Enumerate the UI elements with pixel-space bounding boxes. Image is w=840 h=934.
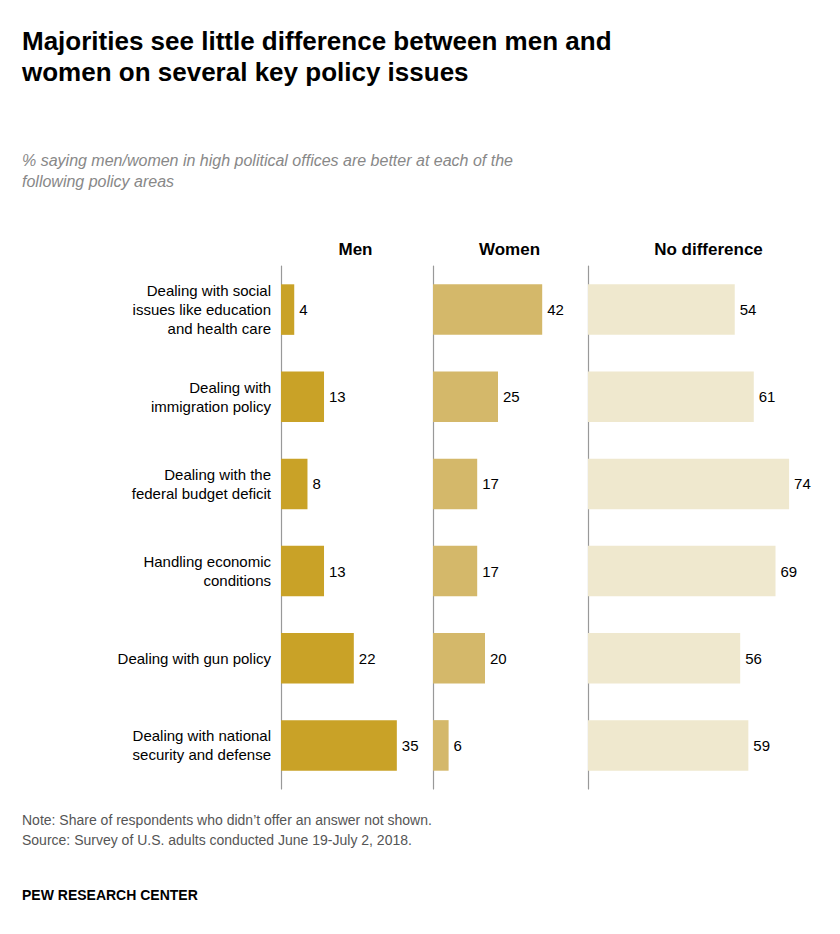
svg-text:Men: Men: [339, 240, 373, 259]
svg-text:17: 17: [482, 475, 499, 492]
svg-text:8: 8: [312, 475, 320, 492]
svg-text:Note: Share of respondents who: Note: Share of respondents who didn’t of…: [22, 812, 432, 828]
svg-text:42: 42: [547, 301, 564, 318]
svg-text:74: 74: [794, 475, 811, 492]
svg-text:56: 56: [745, 650, 762, 667]
svg-text:6: 6: [454, 737, 462, 754]
svg-text:PEW RESEARCH CENTER: PEW RESEARCH CENTER: [22, 887, 198, 903]
svg-text:following policy areas: following policy areas: [22, 173, 174, 190]
svg-text:Handling economic: Handling economic: [143, 553, 271, 570]
svg-text:Dealing with gun policy: Dealing with gun policy: [118, 650, 272, 667]
svg-text:and health care: and health care: [168, 320, 271, 337]
svg-text:conditions: conditions: [203, 572, 271, 589]
svg-text:No difference: No difference: [654, 240, 763, 259]
svg-text:security and defense: security and defense: [133, 746, 271, 763]
svg-text:Women: Women: [479, 240, 540, 259]
svg-text:Dealing with national: Dealing with national: [133, 727, 271, 744]
svg-text:59: 59: [753, 737, 770, 754]
svg-text:Dealing with: Dealing with: [189, 379, 271, 396]
svg-text:17: 17: [482, 563, 499, 580]
svg-text:issues like education: issues like education: [133, 301, 271, 318]
svg-text:69: 69: [781, 563, 798, 580]
svg-text:Dealing with the: Dealing with the: [164, 466, 271, 483]
svg-text:54: 54: [740, 301, 757, 318]
svg-text:13: 13: [329, 563, 346, 580]
svg-text:35: 35: [402, 737, 419, 754]
svg-text:22: 22: [359, 650, 376, 667]
svg-text:immigration policy: immigration policy: [151, 398, 272, 415]
svg-text:20: 20: [490, 650, 507, 667]
svg-text:Majorities see little differen: Majorities see little difference between…: [22, 26, 612, 56]
svg-text:Dealing with social: Dealing with social: [147, 282, 271, 299]
svg-text:women on several key policy is: women on several key policy issues: [21, 57, 469, 87]
svg-text:federal budget deficit: federal budget deficit: [132, 485, 272, 502]
svg-text:61: 61: [759, 388, 776, 405]
svg-text:4: 4: [299, 301, 307, 318]
svg-text:13: 13: [329, 388, 346, 405]
svg-text:% saying men/women in high pol: % saying men/women in high political off…: [22, 152, 513, 169]
svg-text:25: 25: [503, 388, 520, 405]
svg-text:Source: Survey of U.S. adults: Source: Survey of U.S. adults conducted …: [22, 832, 412, 848]
